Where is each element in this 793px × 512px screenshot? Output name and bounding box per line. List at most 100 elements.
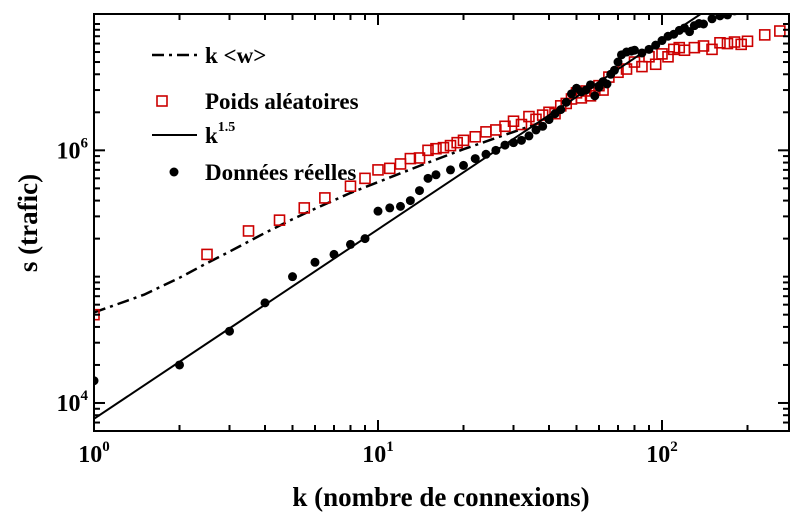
- filled-circle-point: [585, 80, 595, 90]
- legend-label-main: k: [205, 123, 218, 148]
- open-square-point: [721, 37, 734, 50]
- filled-circle-point: [613, 57, 623, 67]
- filled-circle-point: [225, 326, 235, 336]
- x-tick-exp: 2: [670, 439, 678, 455]
- y-axis-title: s (trafic): [13, 174, 43, 272]
- y-tick-label: 104: [57, 388, 89, 417]
- filled-circle-point: [288, 272, 298, 282]
- filled-circle-point: [458, 160, 468, 170]
- x-tick-exp: 0: [102, 439, 110, 455]
- filled-circle-point: [385, 203, 395, 213]
- legend-label-main: k <w>: [205, 43, 266, 68]
- filled-circle-point: [561, 97, 571, 107]
- x-tick-base: 10: [78, 442, 102, 468]
- filled-circle-point: [737, 4, 746, 13]
- open-square-point: [714, 36, 726, 49]
- filled-circle-point: [524, 131, 534, 141]
- filled-circle-point: [500, 140, 510, 150]
- plot-frame: [93, 13, 790, 432]
- open-square-point: [359, 172, 371, 185]
- filled-circle-point: [405, 196, 415, 206]
- filled-circle-point: [715, 14, 725, 21]
- open-square-point: [735, 38, 747, 51]
- filled-circle-point: [423, 173, 433, 183]
- filled-circle-point: [415, 186, 425, 196]
- filled-circle-point: [722, 14, 732, 20]
- open-square-point: [774, 25, 786, 37]
- filled-circle-point: [174, 360, 184, 370]
- y-tick-label: 106: [57, 135, 89, 164]
- x-tick-exp: 1: [386, 439, 394, 455]
- y-tick-exp: 4: [81, 388, 89, 404]
- x-tick-label: 102: [646, 439, 678, 468]
- series-line-2: [94, 14, 703, 420]
- filled-circle-point: [602, 79, 612, 89]
- open-square-point: [758, 29, 771, 41]
- open-square-point: [451, 136, 463, 149]
- filled-circle-point: [651, 40, 661, 50]
- filled-circle-point: [491, 145, 501, 155]
- open-square-point: [706, 43, 718, 56]
- open-square-point: [490, 124, 502, 136]
- legend-label: k <w>: [205, 43, 266, 68]
- open-square-point: [372, 164, 384, 176]
- open-square-point: [404, 152, 417, 165]
- open-square-point: [728, 36, 741, 48]
- open-square-point: [383, 162, 396, 175]
- open-square-point: [430, 142, 442, 155]
- open-square-point: [444, 139, 457, 152]
- open-square-point: [273, 214, 286, 226]
- filled-circle-point: [481, 149, 491, 159]
- filled-circle-point: [360, 234, 370, 244]
- filled-circle-point: [699, 19, 709, 29]
- open-square-point: [515, 118, 528, 131]
- legend-symbol-circle: [169, 167, 179, 177]
- filled-circle-point: [260, 298, 270, 308]
- filled-circle-point: [94, 376, 99, 386]
- open-square-point: [523, 110, 535, 123]
- plot-marks: [94, 4, 786, 420]
- filled-circle-point: [470, 154, 480, 164]
- filled-circle-point: [509, 138, 519, 148]
- filled-circle-point: [373, 206, 383, 216]
- open-square-point: [201, 248, 213, 261]
- filled-circle-point: [590, 91, 600, 101]
- series-line-0: [94, 118, 550, 314]
- x-tick-base: 10: [362, 442, 386, 468]
- open-square-point: [394, 158, 407, 170]
- y-tick-base: 10: [57, 138, 81, 164]
- x-axis-title: k (nombre de connexions): [292, 482, 589, 512]
- open-square-point: [422, 144, 434, 157]
- legend-label: Poids aléatoires: [205, 89, 359, 114]
- legend-label: k1.5: [205, 120, 235, 148]
- open-square-point: [480, 126, 492, 138]
- open-square-point: [413, 152, 426, 164]
- open-square-point: [656, 48, 668, 60]
- open-square-point: [507, 115, 520, 128]
- open-square-point: [437, 141, 450, 154]
- filled-circle-point: [544, 115, 554, 125]
- filled-circle-point: [446, 165, 456, 175]
- y-tick-base: 10: [57, 391, 81, 417]
- axis-ticks: [93, 14, 789, 432]
- legend-label-main: Poids aléatoires: [205, 89, 359, 114]
- y-tick-exp: 6: [81, 135, 89, 151]
- open-square-point: [636, 60, 648, 73]
- open-square-point: [741, 35, 754, 48]
- filled-circle-point: [685, 27, 695, 37]
- x-tick-base: 10: [646, 442, 670, 468]
- open-square-point: [697, 40, 710, 52]
- open-square-point: [319, 192, 331, 204]
- filled-circle-point: [609, 65, 619, 75]
- legend-label-main: Données réelles: [205, 160, 356, 185]
- legend-symbol-square: [156, 95, 168, 107]
- filled-circle-point: [637, 48, 647, 58]
- filled-circle-point: [707, 14, 717, 24]
- filled-circle-point: [644, 44, 654, 54]
- x-tick-label: 101: [362, 439, 394, 468]
- filled-circle-point: [752, 14, 755, 15]
- x-tick-label: 100: [78, 439, 110, 468]
- legend-label: Données réelles: [205, 160, 356, 185]
